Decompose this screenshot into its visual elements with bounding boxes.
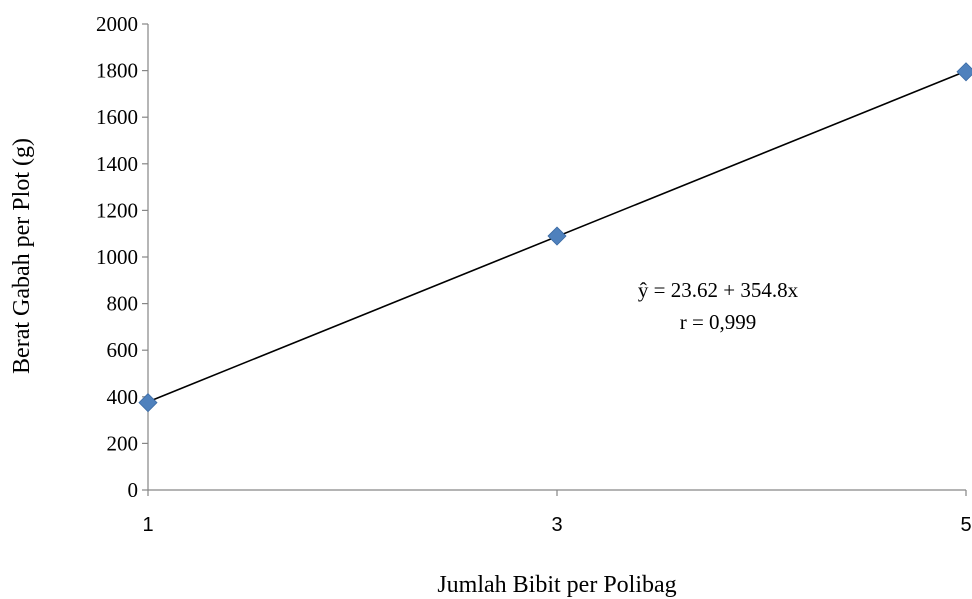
y-tick-label: 600 — [107, 338, 139, 362]
x-axis-ticks: 1 3 5 — [142, 490, 972, 536]
y-tick-label: 200 — [107, 431, 139, 455]
y-tick-label: 800 — [107, 292, 139, 316]
x-axis-label: Jumlah Bibit per Polibag — [437, 572, 676, 598]
y-tick-label: 1200 — [96, 198, 138, 222]
y-tick-label: 1400 — [96, 152, 138, 176]
x-tick-label: 5 — [960, 514, 971, 536]
y-tick-label: 400 — [107, 385, 139, 409]
y-tick-label: 2000 — [96, 12, 138, 36]
y-axis-label: Berat Gabah per Plot (g) — [9, 138, 35, 374]
data-point-diamond — [956, 62, 972, 82]
y-axis-ticks: 0 200 400 600 800 1000 1200 1400 1600 1800 2000 — [96, 12, 148, 502]
equation-annotation: ŷ = 23.62 + 354.8x — [638, 278, 799, 302]
y-tick-label: 1800 — [96, 59, 138, 83]
r-annotation: r = 0,999 — [680, 310, 757, 334]
y-tick-label: 1000 — [96, 245, 138, 269]
y-tick-label: 1600 — [96, 105, 138, 129]
data-points — [138, 62, 972, 413]
data-point-diamond — [547, 226, 567, 246]
data-point-diamond — [138, 393, 158, 413]
y-tick-label: 0 — [128, 478, 139, 502]
x-tick-label: 3 — [551, 514, 562, 536]
x-tick-label: 1 — [142, 514, 153, 536]
